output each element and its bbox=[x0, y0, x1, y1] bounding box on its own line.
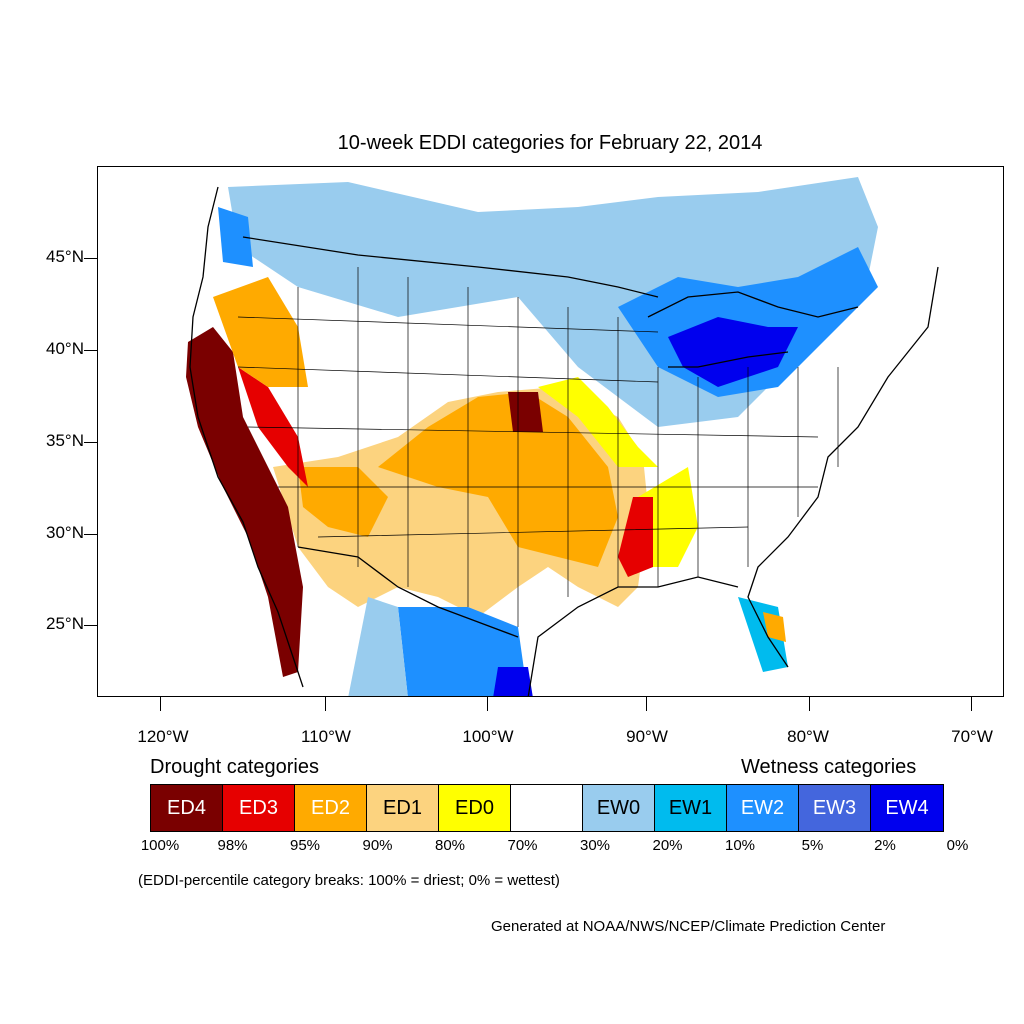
state-borders bbox=[237, 267, 839, 627]
field-ed2-northwest bbox=[213, 277, 308, 387]
field-ed3-west bbox=[238, 367, 308, 487]
x-tick-110w bbox=[325, 697, 326, 711]
break-label: 2% bbox=[874, 837, 896, 854]
west-coastline bbox=[189, 186, 304, 688]
legend-box-ew1: EW1 bbox=[655, 785, 727, 831]
legend-box-ew4: EW4 bbox=[871, 785, 943, 831]
field-ew2-texas bbox=[398, 607, 528, 696]
east-coastline bbox=[747, 266, 939, 668]
break-label: 20% bbox=[652, 837, 683, 854]
y-tick-35 bbox=[84, 442, 97, 443]
legend-box-ew2: EW2 bbox=[727, 785, 799, 831]
field-ew2-northwest bbox=[218, 207, 253, 267]
legend-box-ed2: ED2 bbox=[295, 785, 367, 831]
legend-box-neutral bbox=[511, 785, 583, 831]
category-fields bbox=[186, 177, 878, 696]
break-label: 100% bbox=[140, 837, 180, 854]
gulf-coastline bbox=[527, 576, 739, 696]
field-ew4-great-lakes bbox=[668, 317, 798, 387]
x-tick-70w bbox=[971, 697, 972, 711]
boundaries bbox=[189, 186, 939, 696]
y-label-40: 40°N bbox=[46, 339, 84, 358]
map-canvas bbox=[186, 177, 939, 696]
break-label: 10% bbox=[724, 837, 756, 854]
field-ed3-mississippi bbox=[618, 497, 653, 577]
map-panel bbox=[97, 166, 1004, 697]
category-note: (EDDI-percentile category breaks: 100% =… bbox=[138, 872, 560, 889]
credit-text: Generated at NOAA/NWS/NCEP/Climate Predi… bbox=[491, 918, 886, 935]
break-label: 30% bbox=[579, 837, 611, 854]
break-label: 98% bbox=[217, 837, 248, 854]
y-label-45: 45°N bbox=[46, 247, 84, 266]
great-lakes-outline bbox=[647, 291, 859, 368]
legend-box-ed3: ED3 bbox=[223, 785, 295, 831]
wetness-categories-title: Wetness categories bbox=[741, 756, 917, 778]
field-ed2-plains bbox=[378, 392, 618, 567]
legend-box-ew0: EW0 bbox=[583, 785, 655, 831]
legend-box-ed1: ED1 bbox=[367, 785, 439, 831]
x-label-110w: 110°W bbox=[301, 727, 351, 746]
break-label: 5% bbox=[801, 837, 824, 854]
field-ed2-southwest bbox=[298, 467, 388, 537]
x-label-70w: 70°W bbox=[951, 727, 993, 746]
category-legend: ED4 ED3 ED2 ED1 ED0 EW0 EW1 EW2 EW3 EW4 bbox=[150, 784, 944, 832]
field-ew4-texas bbox=[493, 667, 533, 696]
y-tick-30 bbox=[84, 534, 97, 535]
break-label: 0% bbox=[946, 837, 969, 854]
map-title: 10-week EDDI categories for February 22,… bbox=[337, 132, 763, 154]
y-tick-45 bbox=[84, 258, 97, 259]
x-tick-120w bbox=[160, 697, 161, 711]
y-label-30: 30°N bbox=[46, 523, 84, 542]
x-tick-90w bbox=[646, 697, 647, 711]
break-label: 95% bbox=[289, 837, 321, 854]
y-tick-40 bbox=[84, 350, 97, 351]
x-label-120w: 120°W bbox=[137, 727, 189, 746]
y-label-25: 25°N bbox=[46, 614, 84, 633]
field-ew0-texas bbox=[348, 597, 408, 696]
x-label-90w: 90°W bbox=[626, 727, 668, 746]
x-label-80w: 80°W bbox=[787, 727, 829, 746]
field-ed4-nebraska bbox=[508, 392, 543, 432]
x-label-100w: 100°W bbox=[462, 727, 514, 746]
x-tick-80w bbox=[809, 697, 810, 711]
drought-categories-title: Drought categories bbox=[150, 756, 319, 778]
y-tick-25 bbox=[84, 625, 97, 626]
legend-box-ed4: ED4 bbox=[151, 785, 223, 831]
break-label: 70% bbox=[507, 837, 538, 854]
legend-box-ew3: EW3 bbox=[799, 785, 871, 831]
us-canada-border bbox=[242, 236, 659, 298]
field-ed2-florida bbox=[763, 612, 786, 642]
break-label: 80% bbox=[434, 837, 466, 854]
break-label: 90% bbox=[362, 837, 393, 854]
field-ed4-west-coast bbox=[186, 327, 303, 677]
legend-box-ed0: ED0 bbox=[439, 785, 511, 831]
mexico-border bbox=[297, 546, 519, 638]
y-label-35: 35°N bbox=[46, 431, 84, 450]
x-tick-100w bbox=[487, 697, 488, 711]
